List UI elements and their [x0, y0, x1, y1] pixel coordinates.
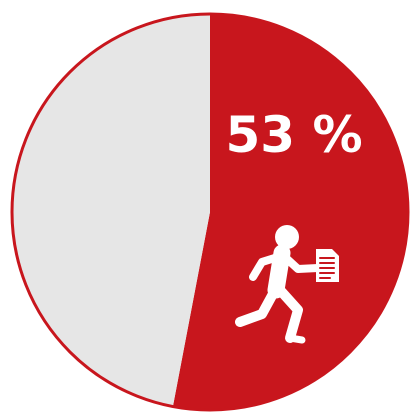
running-person-with-document-icon: [235, 225, 339, 344]
document-icon: [316, 249, 339, 282]
pie-slices: [11, 14, 408, 410]
pie-slice-0: [172, 14, 408, 410]
pie-outline: [10, 12, 410, 412]
pie-slice-1: [11, 14, 210, 407]
percentage-label: 53 %: [225, 106, 362, 164]
